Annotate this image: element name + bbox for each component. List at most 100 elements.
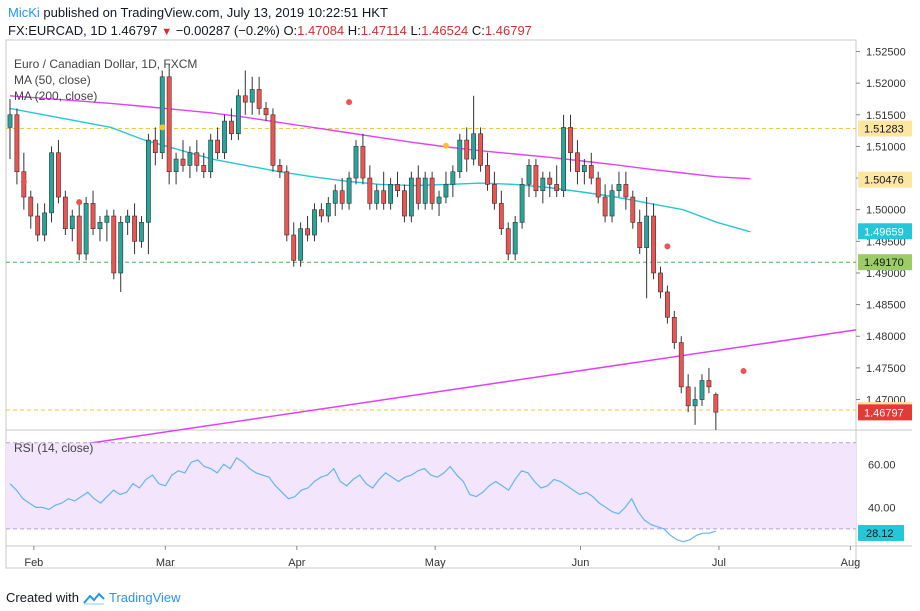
candle-body [152, 139, 158, 154]
candle-body [651, 215, 656, 274]
candle-body [270, 114, 276, 166]
candle-body [505, 228, 511, 255]
low-label: L: [410, 23, 422, 38]
low-value: 1.46524 [421, 23, 469, 38]
candle-body [415, 177, 421, 204]
rsi-tick-label: 40.00 [868, 502, 896, 514]
ohlc-line: FX:EURCAD, 1D 1.46797 ▼ −0.00287 (−0.2%)… [8, 22, 532, 41]
candle-body [325, 203, 331, 217]
symbol-label: FX:EURCAD, 1D [8, 23, 107, 38]
signal-marker [664, 243, 671, 250]
open-value: 1.47084 [297, 23, 345, 38]
candle-body [664, 291, 670, 318]
candle-body [671, 316, 677, 343]
candle-body [62, 196, 68, 229]
high-label: H: [347, 23, 361, 38]
candle-body [623, 184, 629, 198]
candle-body [69, 215, 75, 229]
candle-body [180, 158, 186, 166]
candle-body [699, 380, 705, 400]
candle-body [443, 184, 449, 198]
candle-body [305, 228, 310, 236]
y-tick-label: 1.49000 [866, 268, 906, 280]
candle-body [595, 177, 601, 198]
x-tick-label: Jun [572, 557, 590, 569]
candle-body [547, 177, 553, 185]
y-tick-label: 1.51500 [866, 110, 906, 122]
candle-body [554, 184, 560, 192]
candle-body [436, 196, 442, 204]
candle-body [312, 209, 317, 236]
candle-body [402, 190, 407, 217]
candle-body [298, 228, 304, 261]
candle-body [706, 380, 712, 388]
candle-body [471, 133, 477, 160]
signal-marker [20, 178, 27, 185]
candle-body [166, 76, 172, 173]
candle-body [97, 222, 103, 229]
candle-body [83, 203, 89, 255]
candle-body [146, 139, 151, 223]
candle-body [49, 152, 54, 214]
candle-body [132, 215, 137, 242]
rsi-value-tag [858, 524, 904, 541]
rsi-line [9, 456, 716, 543]
candle-body [139, 222, 144, 242]
y-tick-label: 1.49500 [866, 236, 906, 248]
candle-body [685, 386, 691, 407]
candle-body [678, 342, 684, 388]
candle-body [450, 171, 456, 185]
rsi-tick-label: 60.00 [868, 459, 896, 471]
candle-body [187, 152, 193, 166]
candle-body [318, 209, 324, 217]
candle-body [229, 120, 234, 135]
candle-body [609, 190, 615, 217]
down-arrow-icon: ▼ [161, 26, 173, 38]
candle-body [713, 394, 719, 413]
open-label: O: [283, 23, 298, 38]
footer-created: Created with [6, 590, 79, 605]
footer: Created with TradingView [6, 590, 181, 605]
footer-brand[interactable]: TradingView [108, 590, 181, 605]
candle-body [658, 272, 663, 293]
candle-body [367, 177, 373, 204]
candle-body [222, 120, 227, 154]
price-tag-label: 1.46797 [864, 407, 904, 419]
candle-body [277, 165, 283, 173]
ma200-line [9, 95, 751, 180]
candle-body [56, 152, 61, 198]
legend-ma50: MA (50, close) [14, 73, 91, 87]
trendline [33, 329, 857, 453]
candle-body [360, 146, 366, 179]
legend-ma200: MA (200, close) [14, 89, 98, 103]
candle-body [284, 171, 290, 236]
candle-body [256, 89, 262, 109]
price-tag [858, 404, 912, 421]
y-tick-label: 1.47500 [866, 363, 906, 375]
candle-body [644, 215, 650, 248]
ma50-line [9, 107, 751, 233]
candle-body [7, 114, 13, 128]
candle-body [208, 139, 214, 173]
high-value: 1.47114 [360, 23, 407, 38]
candle-body [125, 215, 131, 223]
candle-body [540, 177, 546, 192]
candle-body [485, 165, 490, 185]
x-tick-label: Mar [156, 557, 175, 569]
candle-body [104, 215, 110, 223]
y-tick-label: 1.51000 [866, 141, 906, 153]
candle-body [630, 196, 636, 223]
last-price: 1.46797 [110, 23, 158, 38]
y-tick-label: 1.48000 [866, 331, 906, 343]
close-value: 1.46797 [484, 23, 532, 38]
legend-title: Euro / Canadian Dollar, 1D, FXCM [14, 57, 198, 71]
candle-body [353, 146, 359, 179]
author-link[interactable]: MicKi [8, 5, 40, 20]
signal-marker [346, 99, 353, 106]
rsi-legend: RSI (14, close) [14, 440, 93, 456]
change-value: −0.00287 (−0.2%) [175, 23, 280, 38]
candle-body [588, 165, 594, 179]
candle-body [28, 196, 34, 217]
candle-body [575, 152, 580, 173]
